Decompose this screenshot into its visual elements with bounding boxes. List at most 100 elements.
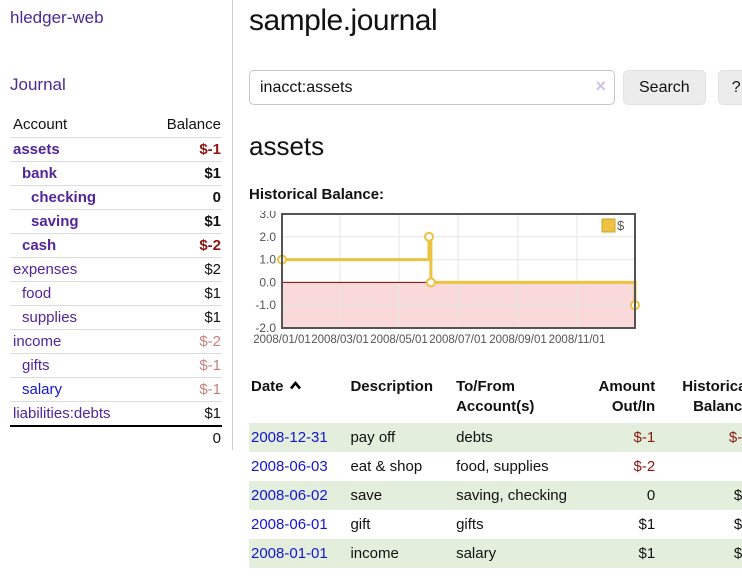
historical-balance-chart: $3.0 2.0 1.0 0.0 -1.0 -2.0 2008/01/01 2008/03/0… bbox=[249, 207, 742, 356]
account-link-checking[interactable]: checking bbox=[31, 189, 97, 206]
transaction-amount: $-2 bbox=[633, 457, 656, 475]
chart-title: Historical Balance: bbox=[249, 186, 385, 203]
transaction-accounts: saving, checking bbox=[456, 486, 567, 504]
main-content: sample.journal × Search ? assets Histori… bbox=[233, 0, 742, 568]
transactions-table: Date Description To/From Account(s) Amou… bbox=[249, 374, 742, 568]
account-row: expenses $2 bbox=[10, 257, 222, 282]
account-row: assets $-1 bbox=[10, 137, 222, 162]
svg-text:2008/11/01: 2008/11/01 bbox=[549, 334, 606, 346]
transaction-row: 2008-01-01 income salary $1 $1 bbox=[249, 538, 742, 568]
header-balance: Historical Balance bbox=[682, 378, 742, 416]
account-link-salary[interactable]: salary bbox=[22, 381, 63, 398]
search-button[interactable]: Search bbox=[623, 70, 706, 105]
account-balance: $2 bbox=[144, 257, 222, 282]
account-balance: $1 bbox=[144, 401, 222, 426]
transaction-accounts: food, supplies bbox=[456, 457, 549, 475]
sidebar-item-journal[interactable]: Journal bbox=[10, 75, 66, 94]
account-heading: assets bbox=[249, 131, 325, 161]
transaction-balance: $1 bbox=[733, 544, 742, 562]
account-link-cash[interactable]: cash bbox=[22, 237, 57, 254]
accounts-total-balance: 0 bbox=[144, 425, 222, 450]
account-link-liabilities-debts[interactable]: liabilities:debts bbox=[13, 405, 111, 422]
account-link-income[interactable]: income bbox=[13, 333, 62, 350]
accounts-total-row: 0 bbox=[10, 425, 222, 450]
accounts-header-row: Account Balance bbox=[10, 113, 222, 138]
account-link-gifts[interactable]: gifts bbox=[22, 357, 50, 374]
transaction-amount: $-1 bbox=[633, 428, 656, 446]
account-balance: $1 bbox=[144, 305, 222, 330]
transaction-description: save bbox=[350, 486, 383, 504]
sort-ascending-icon bbox=[289, 380, 301, 390]
transaction-balance: $-1 bbox=[728, 428, 742, 446]
svg-text:2.0: 2.0 bbox=[259, 230, 276, 244]
transaction-date-link[interactable]: 2008-06-03 bbox=[251, 457, 328, 475]
account-link-expenses[interactable]: expenses bbox=[13, 261, 78, 278]
transaction-row: 2008-12-31 pay off debts $-1 $-1 bbox=[249, 422, 742, 452]
account-row: supplies $1 bbox=[10, 305, 222, 330]
transaction-date-link[interactable]: 2008-06-02 bbox=[251, 486, 328, 504]
header-date[interactable]: Date bbox=[249, 374, 348, 423]
account-row: bank $1 bbox=[10, 161, 222, 186]
clear-search-icon[interactable]: × bbox=[595, 76, 606, 96]
header-amount: Amount Out/In bbox=[598, 378, 656, 416]
account-balance: $1 bbox=[144, 281, 222, 306]
transaction-description: pay off bbox=[350, 428, 396, 446]
account-row: checking 0 bbox=[10, 185, 222, 210]
account-balance: $1 bbox=[144, 209, 222, 234]
transaction-row: 2008-06-01 gift gifts $1 $2 bbox=[249, 510, 742, 539]
account-link-assets[interactable]: assets bbox=[13, 141, 60, 158]
sidebar: hledger-web Journal Account Balance asse… bbox=[0, 0, 233, 450]
account-link-saving[interactable]: saving bbox=[31, 213, 79, 230]
svg-text:1.0: 1.0 bbox=[259, 253, 276, 267]
search-form: × Search ? bbox=[249, 70, 742, 105]
svg-text:-2.0: -2.0 bbox=[255, 321, 276, 335]
account-row: cash $-2 bbox=[10, 233, 222, 258]
svg-text:2008/09/01: 2008/09/01 bbox=[489, 334, 547, 346]
svg-text:2008/05/01: 2008/05/01 bbox=[370, 334, 428, 346]
account-link-supplies[interactable]: supplies bbox=[22, 309, 78, 326]
transaction-date-link[interactable]: 2008-06-01 bbox=[251, 515, 328, 533]
account-row: liabilities:debts $1 bbox=[10, 401, 222, 426]
transaction-balance: $2 bbox=[733, 515, 742, 533]
transaction-accounts: salary bbox=[456, 544, 497, 562]
transaction-balance: 0 bbox=[659, 452, 742, 481]
account-row: gifts $-1 bbox=[10, 353, 222, 378]
account-link-bank[interactable]: bank bbox=[22, 165, 58, 182]
account-balance: $-2 bbox=[144, 329, 222, 354]
svg-text:3.0: 3.0 bbox=[259, 211, 276, 221]
account-row: salary $-1 bbox=[10, 377, 222, 402]
svg-text:$: $ bbox=[617, 218, 625, 233]
accounts-header-account: Account bbox=[13, 116, 68, 133]
header-description: Description bbox=[350, 378, 433, 395]
transaction-accounts: debts bbox=[456, 428, 493, 446]
transaction-date-link[interactable]: 2008-01-01 bbox=[251, 544, 328, 562]
account-link-food[interactable]: food bbox=[22, 285, 52, 302]
svg-text:-1.0: -1.0 bbox=[255, 298, 276, 312]
transaction-amount: 0 bbox=[646, 486, 656, 504]
accounts-table: Account Balance assets $-1 bank $1 check… bbox=[10, 113, 222, 450]
app-title-link[interactable]: hledger-web bbox=[10, 8, 104, 27]
account-balance: $1 bbox=[144, 161, 222, 186]
transaction-amount: $1 bbox=[638, 544, 656, 562]
transaction-balance: $2 bbox=[733, 486, 742, 504]
account-balance: $-2 bbox=[144, 233, 222, 258]
account-row: income $-2 bbox=[10, 329, 222, 354]
transaction-row: 2008-06-02 save saving, checking 0 $2 bbox=[249, 480, 742, 510]
svg-text:2008/07/01: 2008/07/01 bbox=[429, 334, 487, 346]
accounts-header-balance: Balance bbox=[166, 116, 221, 133]
account-row: saving $1 bbox=[10, 209, 222, 234]
svg-text:2008/03/01: 2008/03/01 bbox=[311, 334, 369, 346]
page-title: sample.journal bbox=[249, 4, 438, 37]
account-balance: 0 bbox=[144, 185, 222, 210]
account-row: food $1 bbox=[10, 281, 222, 306]
transaction-accounts: gifts bbox=[456, 515, 484, 533]
account-balance: $-1 bbox=[144, 377, 222, 402]
search-input[interactable] bbox=[249, 70, 615, 105]
svg-text:0.0: 0.0 bbox=[259, 275, 276, 289]
transaction-date-link[interactable]: 2008-12-31 bbox=[251, 428, 328, 446]
transactions-header-row: Date Description To/From Account(s) Amou… bbox=[249, 374, 742, 423]
transaction-description: gift bbox=[350, 515, 371, 533]
help-button[interactable]: ? bbox=[717, 70, 742, 105]
header-accounts: To/From Account(s) bbox=[456, 378, 535, 416]
